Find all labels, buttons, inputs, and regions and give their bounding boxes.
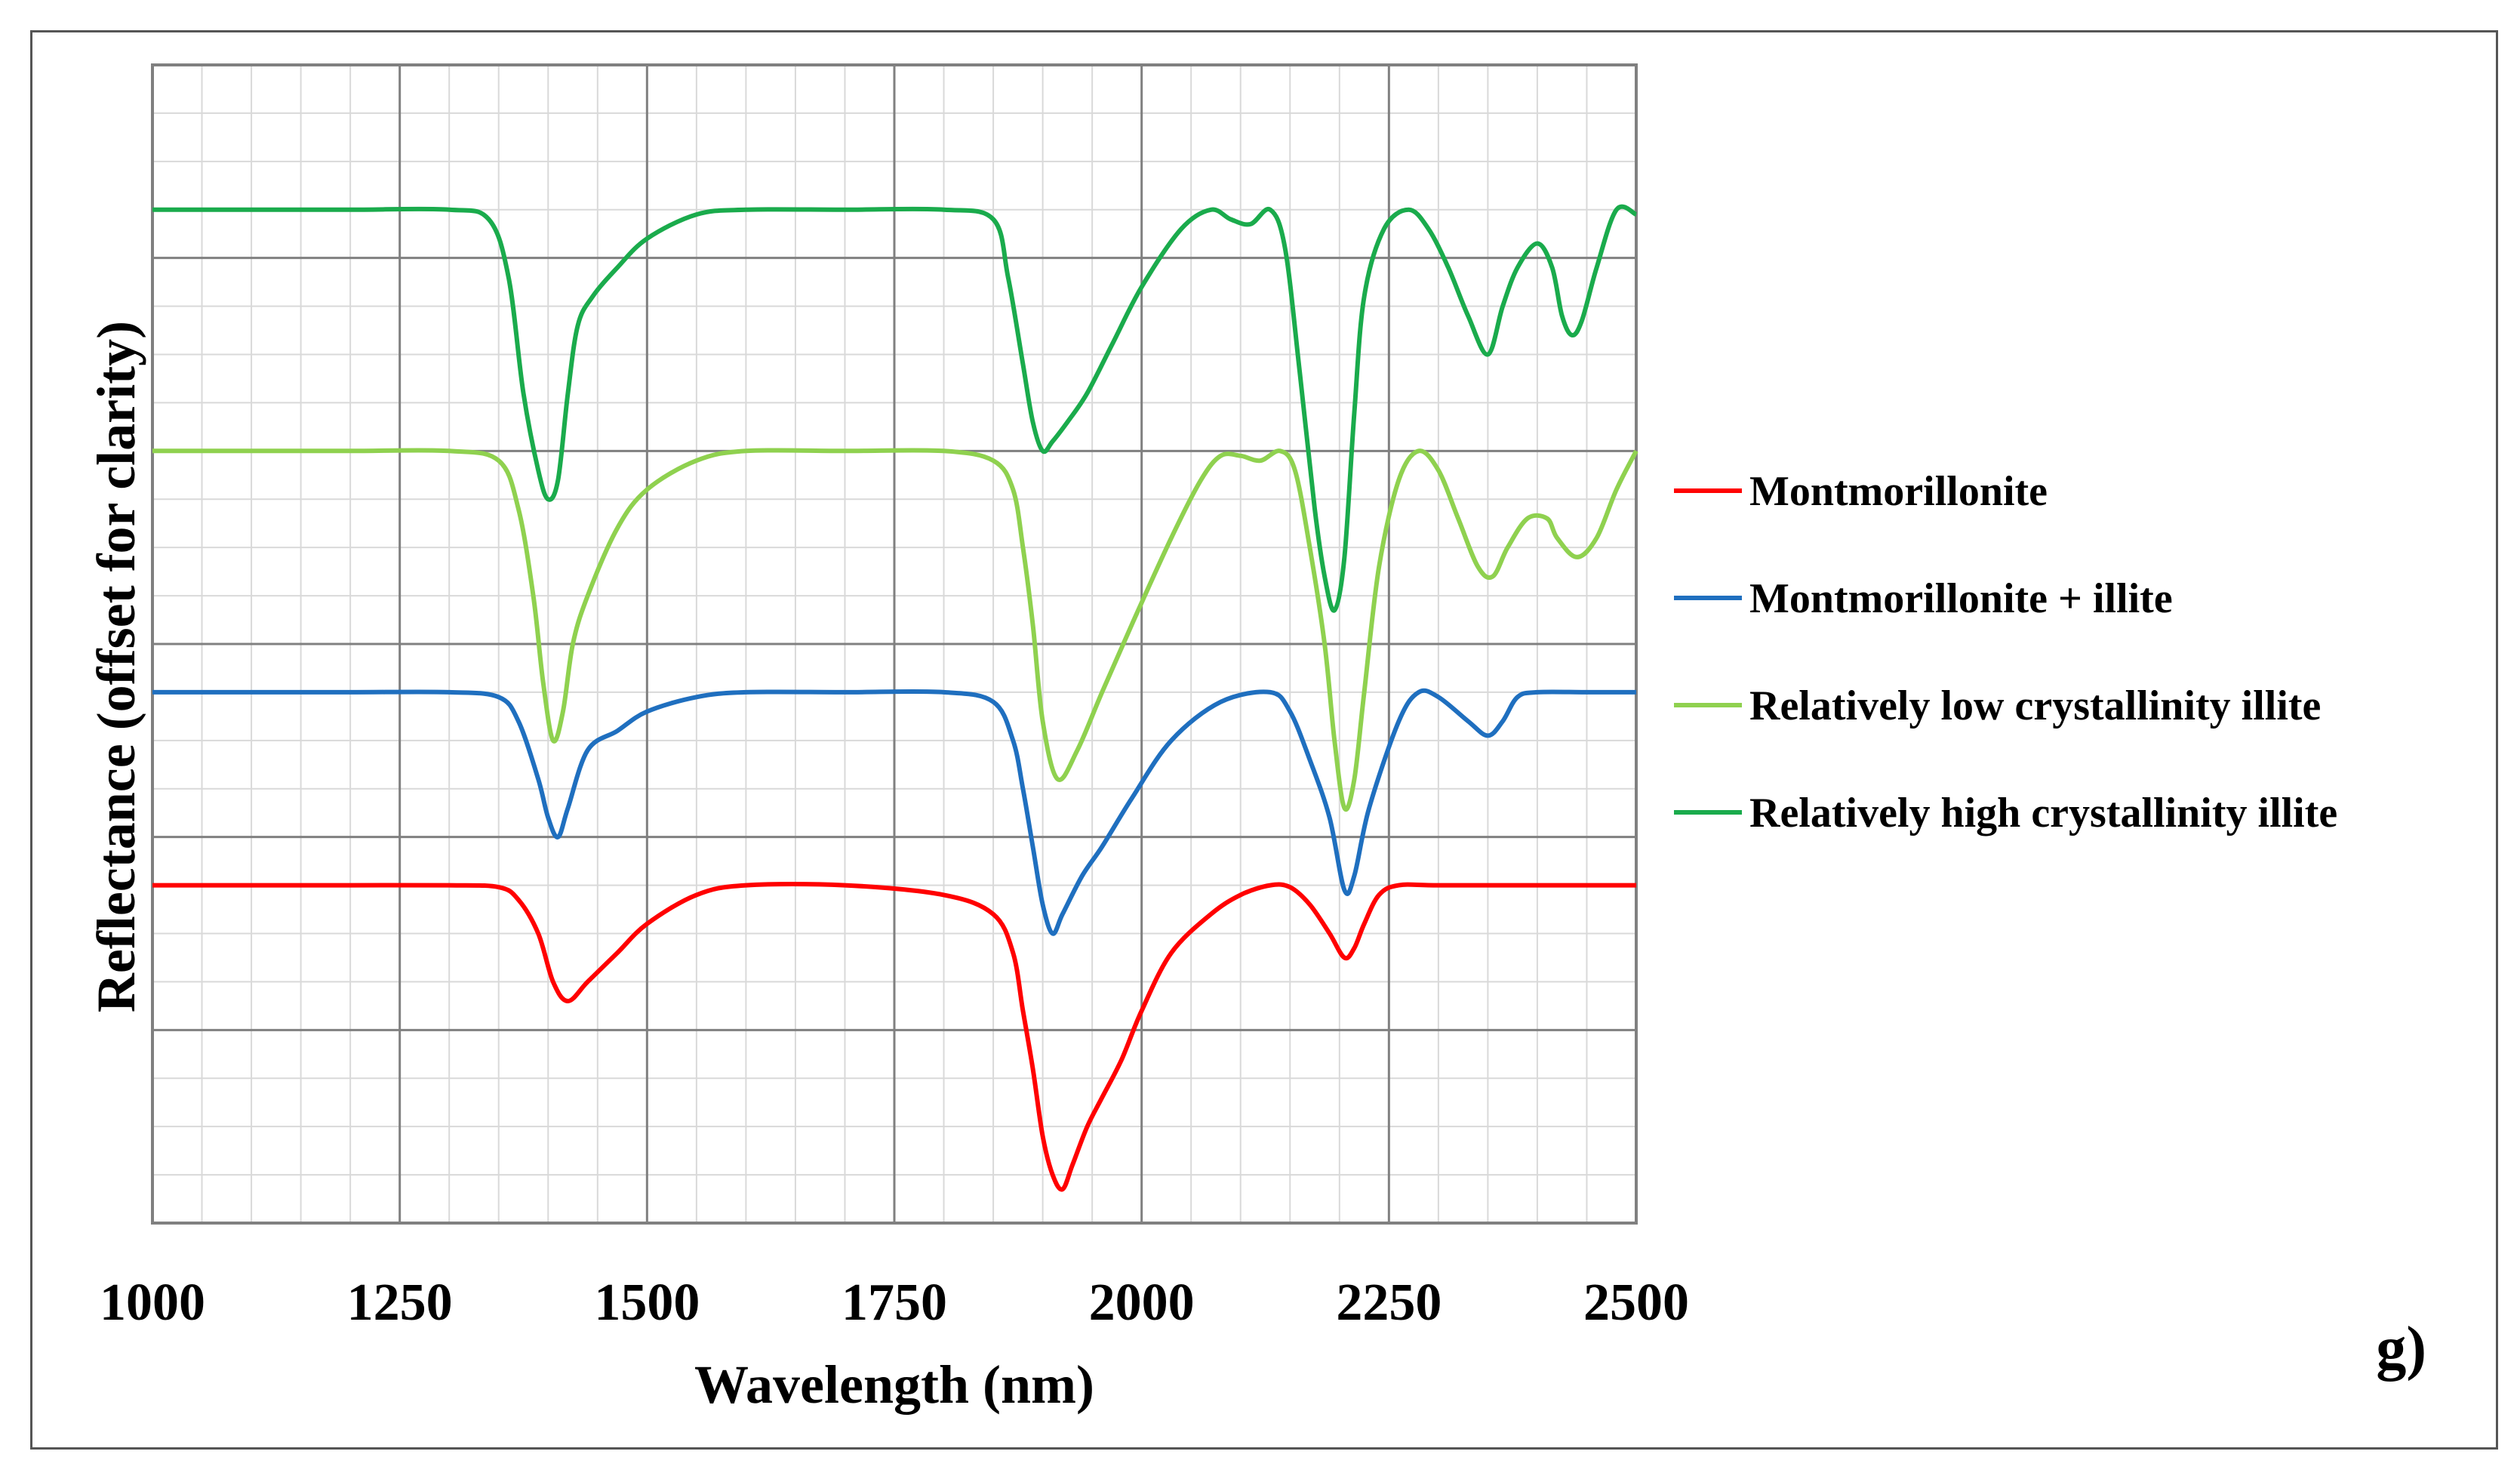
x-tick-label: 1250 bbox=[347, 1274, 453, 1332]
legend-label-montmorillonite: Montmorillonite bbox=[1749, 468, 2048, 515]
legend-label-relatively-high-crystallinity-illite: Relatively high crystallinity illite bbox=[1749, 790, 2337, 837]
panel-label: g) bbox=[2376, 1315, 2426, 1382]
series-line-montmorillonite-illite bbox=[152, 688, 1636, 936]
x-tick-label: 1500 bbox=[594, 1274, 700, 1332]
x-tick-label: 2250 bbox=[1336, 1274, 1442, 1332]
x-tick-label: 2500 bbox=[1583, 1274, 1689, 1332]
x-axis-title: Wavelength (nm) bbox=[694, 1354, 1094, 1415]
series-line-relatively-low-crystallinity-illite bbox=[152, 448, 1638, 812]
legend-label-montmorillonite-illite: Montmorillonite + illite bbox=[1749, 575, 2173, 622]
plot-area-border bbox=[151, 63, 1638, 1225]
x-tick-label: 1750 bbox=[842, 1274, 947, 1332]
y-axis-title: Reflectance (offset for clarity) bbox=[86, 321, 146, 1012]
x-tick-label: 2000 bbox=[1089, 1274, 1195, 1332]
series-layer bbox=[152, 204, 1638, 1192]
series-line-montmorillonite bbox=[152, 882, 1636, 1192]
major-grid bbox=[151, 63, 1638, 1225]
series-line-relatively-high-crystallinity-illite bbox=[152, 204, 1638, 613]
x-axis-tick-labels: 1000 1250 1500 1750 2000 2250 2500 bbox=[100, 1274, 1689, 1332]
x-tick-label: 1000 bbox=[100, 1274, 205, 1332]
figure-frame bbox=[30, 30, 2498, 1450]
legend-label-relatively-low-crystallinity-illite: Relatively low crystallinity illite bbox=[1749, 682, 2321, 729]
legend: Montmorillonite Montmorillonite + illite R… bbox=[1674, 468, 2337, 837]
